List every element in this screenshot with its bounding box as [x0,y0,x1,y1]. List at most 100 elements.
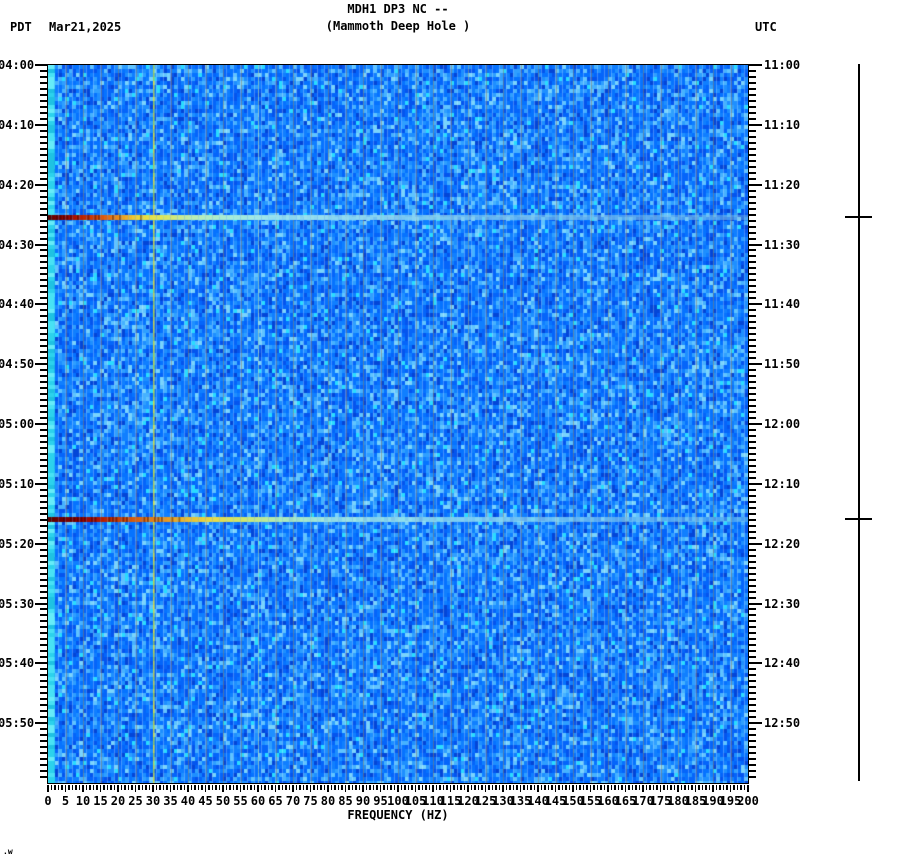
freq-minor-tick [722,785,725,790]
left-minor-tick [40,764,47,767]
freq-minor-tick [621,785,623,790]
left-minor-tick [40,458,47,461]
freq-tick-label: 105 [404,794,427,808]
freq-tick-label: 20 [110,794,126,808]
freq-minor-tick [253,785,256,790]
left-major-tick [35,183,47,186]
right-minor-tick [749,219,756,222]
right-minor-tick [749,464,756,467]
left-minor-tick [40,105,47,108]
left-minor-tick [40,357,47,360]
freq-minor-tick [369,785,371,790]
freq-tick-label: 60 [250,794,266,808]
left-minor-tick [40,225,47,228]
freq-minor-tick [267,785,270,790]
freq-major-tick [642,785,644,792]
freq-minor-tick [148,785,151,790]
right-major-tick [749,423,762,425]
right-minor-tick [749,530,756,533]
right-minor-tick [749,548,756,551]
title-block: MDH1 DP3 NC -- (Mammoth Deep Hole ) [48,1,748,35]
right-minor-tick [749,740,756,743]
freq-tick-label: 155 [579,794,602,808]
freq-minor-tick [302,785,305,790]
freq-minor-tick [708,785,711,790]
right-minor-tick [749,405,756,408]
freq-minor-tick [141,785,144,790]
freq-minor-tick [586,785,588,790]
freq-tick-label: 200 [737,794,759,808]
left-time-label: 04:40 [0,297,35,312]
freq-minor-tick [194,785,196,790]
freq-minor-tick [701,785,704,790]
right-minor-tick [749,93,756,96]
left-minor-tick [40,440,47,443]
freq-minor-tick [323,785,326,790]
freq-tick-label: 175 [649,794,672,808]
freq-minor-tick [348,785,350,790]
right-minor-tick [749,381,756,384]
left-minor-tick [40,596,47,599]
freq-tick-label: 185 [684,794,707,808]
freq-minor-tick [358,785,361,790]
freq-minor-tick [330,785,333,790]
right-minor-tick [749,506,756,509]
right-minor-tick [749,165,756,168]
freq-minor-tick [215,785,217,790]
left-minor-tick [40,716,47,719]
freq-tick-label: 190 [702,794,724,808]
left-minor-tick [40,285,47,288]
left-minor-tick [40,141,47,144]
right-major-tick [749,662,762,665]
freq-minor-tick [232,785,235,790]
right-minor-tick [749,560,756,563]
right-minor-tick [749,728,756,731]
left-time-label: 04:30 [0,237,35,252]
freq-major-tick [222,785,224,792]
right-minor-tick [749,159,756,162]
right-major-tick [749,64,762,66]
left-major-tick [35,482,47,485]
left-minor-tick [40,351,47,354]
left-minor-tick [40,728,47,731]
freq-minor-tick [393,785,396,790]
left-minor-tick [40,530,47,533]
freq-tick-label: 110 [422,794,444,808]
right-minor-tick [749,620,756,623]
freq-minor-tick [155,785,158,790]
right-minor-tick [749,81,756,84]
freq-minor-tick [61,785,63,790]
left-minor-tick [40,770,47,773]
right-major-tick [749,602,762,605]
freq-minor-tick [124,785,126,790]
freq-tick-label: 15 [93,794,108,808]
right-time-label: 11:20 [764,177,801,192]
left-minor-tick [40,650,47,653]
freq-major-tick [169,785,172,792]
freq-minor-tick [418,785,420,790]
left-minor-tick [40,369,47,372]
freq-minor-tick [372,785,375,790]
freq-tick-label: 70 [285,794,301,808]
right-minor-tick [749,129,756,132]
freq-minor-tick [85,785,88,790]
right-minor-tick [749,333,756,336]
freq-tick-label: 120 [457,794,479,808]
right-minor-tick [749,566,756,569]
left-minor-tick [40,201,47,204]
freq-minor-tick [197,785,200,790]
freq-minor-tick [320,785,322,790]
right-minor-tick [749,315,756,318]
right-time-label: 11:30 [764,237,801,252]
left-time-label: 04:00 [0,58,35,72]
freq-minor-tick [463,785,466,790]
left-minor-tick [40,524,47,527]
left-minor-tick [40,710,47,713]
x-axis-title: FREQUENCY (HZ) [347,808,449,822]
right-time-label: 12:50 [764,716,801,731]
freq-minor-tick [561,785,564,790]
right-minor-tick [749,428,756,431]
freq-minor-tick [656,785,658,790]
right-minor-tick [749,87,756,90]
freq-minor-tick [481,785,483,790]
